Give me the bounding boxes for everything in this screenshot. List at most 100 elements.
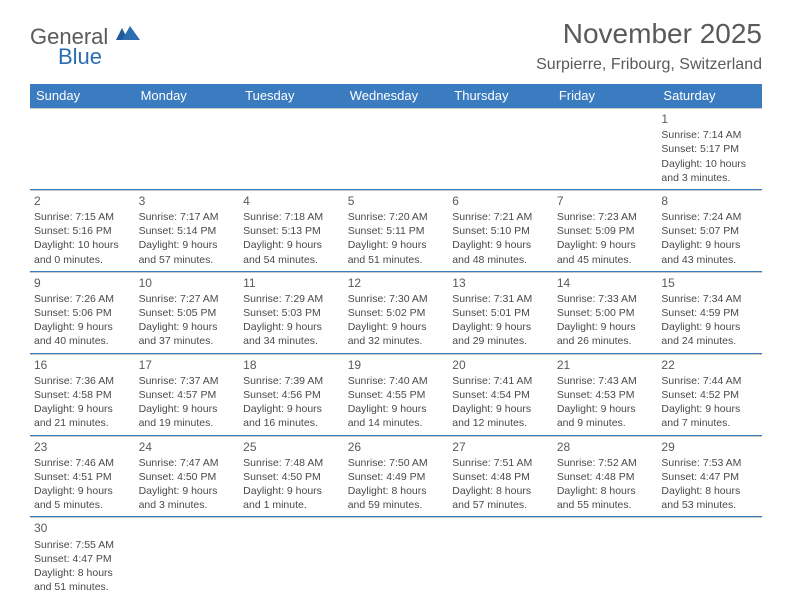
sunset-text: Sunset: 4:53 PM bbox=[557, 388, 654, 402]
sunset-text: Sunset: 5:05 PM bbox=[139, 306, 236, 320]
day-number: 13 bbox=[452, 275, 549, 291]
sunset-text: Sunset: 4:55 PM bbox=[348, 388, 445, 402]
empty-cell bbox=[135, 108, 240, 189]
daylight-text: Daylight: 9 hours and 48 minutes. bbox=[452, 238, 549, 266]
sunset-text: Sunset: 5:17 PM bbox=[661, 142, 758, 156]
day-cell: 15Sunrise: 7:34 AMSunset: 4:59 PMDayligh… bbox=[657, 272, 762, 353]
sunrise-text: Sunrise: 7:26 AM bbox=[34, 292, 131, 306]
day-cell: 7Sunrise: 7:23 AMSunset: 5:09 PMDaylight… bbox=[553, 190, 658, 271]
day-number: 11 bbox=[243, 275, 340, 291]
sunset-text: Sunset: 4:48 PM bbox=[557, 470, 654, 484]
day-header-row: Sunday Monday Tuesday Wednesday Thursday… bbox=[30, 84, 762, 108]
sunset-text: Sunset: 5:10 PM bbox=[452, 224, 549, 238]
sunset-text: Sunset: 5:03 PM bbox=[243, 306, 340, 320]
daylight-text: Daylight: 9 hours and 5 minutes. bbox=[34, 484, 131, 512]
sunrise-text: Sunrise: 7:33 AM bbox=[557, 292, 654, 306]
daylight-text: Daylight: 10 hours and 3 minutes. bbox=[661, 157, 758, 185]
sunset-text: Sunset: 5:01 PM bbox=[452, 306, 549, 320]
sunset-text: Sunset: 4:48 PM bbox=[452, 470, 549, 484]
sunrise-text: Sunrise: 7:17 AM bbox=[139, 210, 236, 224]
day-number: 23 bbox=[34, 439, 131, 455]
sunrise-text: Sunrise: 7:14 AM bbox=[661, 128, 758, 142]
daylight-text: Daylight: 9 hours and 32 minutes. bbox=[348, 320, 445, 348]
day-number: 17 bbox=[139, 357, 236, 373]
day-number: 25 bbox=[243, 439, 340, 455]
day-number: 19 bbox=[348, 357, 445, 373]
page-subtitle: Surpierre, Fribourg, Switzerland bbox=[536, 56, 762, 74]
day-cell: 23Sunrise: 7:46 AMSunset: 4:51 PMDayligh… bbox=[30, 436, 135, 517]
sunset-text: Sunset: 4:49 PM bbox=[348, 470, 445, 484]
empty-cell bbox=[657, 517, 762, 598]
day-number: 12 bbox=[348, 275, 445, 291]
daylight-text: Daylight: 9 hours and 14 minutes. bbox=[348, 402, 445, 430]
daylight-text: Daylight: 9 hours and 9 minutes. bbox=[557, 402, 654, 430]
sunrise-text: Sunrise: 7:47 AM bbox=[139, 456, 236, 470]
sunset-text: Sunset: 5:11 PM bbox=[348, 224, 445, 238]
daylight-text: Daylight: 9 hours and 29 minutes. bbox=[452, 320, 549, 348]
sunrise-text: Sunrise: 7:53 AM bbox=[661, 456, 758, 470]
day-cell: 24Sunrise: 7:47 AMSunset: 4:50 PMDayligh… bbox=[135, 436, 240, 517]
sunrise-text: Sunrise: 7:36 AM bbox=[34, 374, 131, 388]
day-cell: 28Sunrise: 7:52 AMSunset: 4:48 PMDayligh… bbox=[553, 436, 658, 517]
sunrise-text: Sunrise: 7:18 AM bbox=[243, 210, 340, 224]
week-row: 16Sunrise: 7:36 AMSunset: 4:58 PMDayligh… bbox=[30, 354, 762, 436]
day-cell: 30Sunrise: 7:55 AMSunset: 4:47 PMDayligh… bbox=[30, 517, 135, 598]
day-number: 1 bbox=[661, 111, 758, 127]
sunset-text: Sunset: 4:51 PM bbox=[34, 470, 131, 484]
day-cell: 8Sunrise: 7:24 AMSunset: 5:07 PMDaylight… bbox=[657, 190, 762, 271]
day-cell: 14Sunrise: 7:33 AMSunset: 5:00 PMDayligh… bbox=[553, 272, 658, 353]
day-header: Thursday bbox=[448, 84, 553, 108]
sunrise-text: Sunrise: 7:31 AM bbox=[452, 292, 549, 306]
week-row: 2Sunrise: 7:15 AMSunset: 5:16 PMDaylight… bbox=[30, 190, 762, 272]
day-number: 3 bbox=[139, 193, 236, 209]
day-cell: 16Sunrise: 7:36 AMSunset: 4:58 PMDayligh… bbox=[30, 354, 135, 435]
week-row: 23Sunrise: 7:46 AMSunset: 4:51 PMDayligh… bbox=[30, 436, 762, 518]
empty-cell bbox=[239, 108, 344, 189]
sunrise-text: Sunrise: 7:15 AM bbox=[34, 210, 131, 224]
day-cell: 21Sunrise: 7:43 AMSunset: 4:53 PMDayligh… bbox=[553, 354, 658, 435]
daylight-text: Daylight: 9 hours and 24 minutes. bbox=[661, 320, 758, 348]
sunrise-text: Sunrise: 7:34 AM bbox=[661, 292, 758, 306]
sunrise-text: Sunrise: 7:27 AM bbox=[139, 292, 236, 306]
daylight-text: Daylight: 9 hours and 54 minutes. bbox=[243, 238, 340, 266]
day-number: 24 bbox=[139, 439, 236, 455]
day-header: Wednesday bbox=[344, 84, 449, 108]
week-row: 9Sunrise: 7:26 AMSunset: 5:06 PMDaylight… bbox=[30, 272, 762, 354]
day-number: 9 bbox=[34, 275, 131, 291]
day-number: 18 bbox=[243, 357, 340, 373]
day-cell: 4Sunrise: 7:18 AMSunset: 5:13 PMDaylight… bbox=[239, 190, 344, 271]
day-number: 4 bbox=[243, 193, 340, 209]
empty-cell bbox=[448, 517, 553, 598]
day-cell: 27Sunrise: 7:51 AMSunset: 4:48 PMDayligh… bbox=[448, 436, 553, 517]
day-number: 16 bbox=[34, 357, 131, 373]
empty-cell bbox=[448, 108, 553, 189]
day-cell: 6Sunrise: 7:21 AMSunset: 5:10 PMDaylight… bbox=[448, 190, 553, 271]
day-header: Friday bbox=[553, 84, 658, 108]
sunrise-text: Sunrise: 7:46 AM bbox=[34, 456, 131, 470]
daylight-text: Daylight: 8 hours and 53 minutes. bbox=[661, 484, 758, 512]
daylight-text: Daylight: 9 hours and 26 minutes. bbox=[557, 320, 654, 348]
day-cell: 1Sunrise: 7:14 AMSunset: 5:17 PMDaylight… bbox=[657, 108, 762, 189]
sunset-text: Sunset: 5:00 PM bbox=[557, 306, 654, 320]
brand-word2: Blue bbox=[58, 46, 140, 68]
weeks-container: 1Sunrise: 7:14 AMSunset: 5:17 PMDaylight… bbox=[30, 108, 762, 598]
daylight-text: Daylight: 8 hours and 57 minutes. bbox=[452, 484, 549, 512]
empty-cell bbox=[344, 108, 449, 189]
day-number: 27 bbox=[452, 439, 549, 455]
sunset-text: Sunset: 4:50 PM bbox=[139, 470, 236, 484]
sunset-text: Sunset: 4:56 PM bbox=[243, 388, 340, 402]
day-number: 26 bbox=[348, 439, 445, 455]
sunrise-text: Sunrise: 7:20 AM bbox=[348, 210, 445, 224]
empty-cell bbox=[30, 108, 135, 189]
daylight-text: Daylight: 9 hours and 7 minutes. bbox=[661, 402, 758, 430]
day-cell: 26Sunrise: 7:50 AMSunset: 4:49 PMDayligh… bbox=[344, 436, 449, 517]
day-cell: 25Sunrise: 7:48 AMSunset: 4:50 PMDayligh… bbox=[239, 436, 344, 517]
brand-logo: General Blue bbox=[30, 26, 140, 68]
empty-cell bbox=[553, 517, 658, 598]
sunrise-text: Sunrise: 7:41 AM bbox=[452, 374, 549, 388]
day-cell: 10Sunrise: 7:27 AMSunset: 5:05 PMDayligh… bbox=[135, 272, 240, 353]
day-cell: 13Sunrise: 7:31 AMSunset: 5:01 PMDayligh… bbox=[448, 272, 553, 353]
day-number: 14 bbox=[557, 275, 654, 291]
sunrise-text: Sunrise: 7:40 AM bbox=[348, 374, 445, 388]
page: General Blue November 2025 Surpierre, Fr… bbox=[0, 0, 792, 598]
